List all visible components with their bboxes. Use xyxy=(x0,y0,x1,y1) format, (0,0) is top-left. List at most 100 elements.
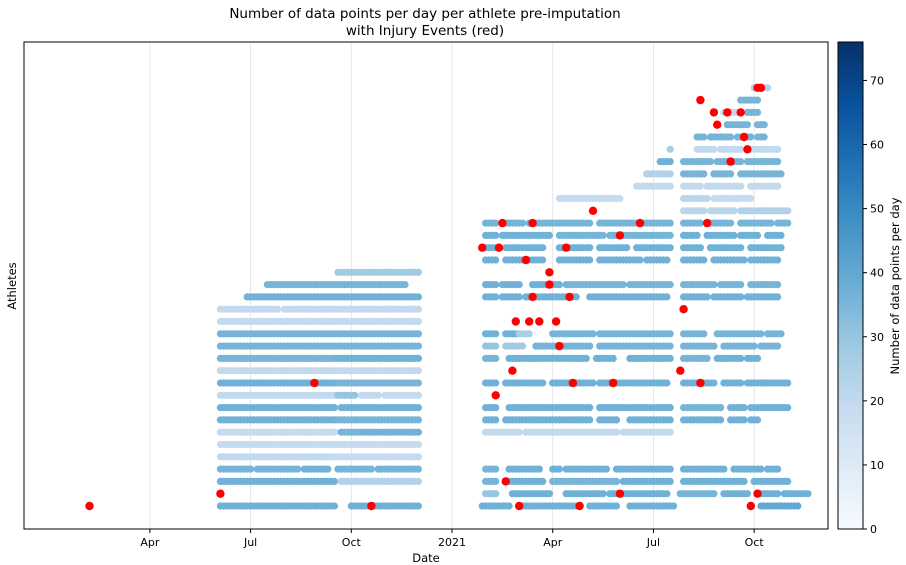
colorbar-label: Number of data points per day xyxy=(888,197,902,374)
data-point xyxy=(804,490,812,498)
data-point xyxy=(515,281,523,289)
data-point xyxy=(492,342,500,350)
data-point xyxy=(414,502,422,510)
x-tick-label: Jul xyxy=(646,536,660,549)
plot-frame xyxy=(23,41,829,530)
injury-event-point xyxy=(696,378,705,388)
colorbar-tick-label: 10 xyxy=(870,459,884,472)
data-point xyxy=(612,416,621,424)
data-point xyxy=(612,428,621,436)
data-point xyxy=(717,416,725,424)
injury-event-point xyxy=(575,501,584,511)
data-point xyxy=(666,219,674,227)
data-point xyxy=(545,490,554,498)
data-point xyxy=(737,354,745,362)
data-point xyxy=(414,416,422,424)
data-point xyxy=(784,207,792,215)
data-point xyxy=(750,342,758,350)
data-point xyxy=(730,207,738,215)
injury-event-point xyxy=(739,132,749,142)
athlete-row xyxy=(216,379,792,387)
data-point xyxy=(374,391,382,399)
data-point xyxy=(492,379,500,387)
data-point xyxy=(747,133,755,141)
data-point xyxy=(330,428,339,436)
data-point xyxy=(666,145,674,153)
athlete-row xyxy=(216,502,802,510)
data-point xyxy=(753,231,762,239)
data-points xyxy=(216,84,812,510)
data-point xyxy=(414,317,422,326)
data-point xyxy=(505,502,513,510)
athlete-row xyxy=(216,391,422,399)
injury-event-point xyxy=(635,218,645,228)
injury-event-point xyxy=(494,243,504,252)
injury-event-point xyxy=(216,489,225,498)
data-point xyxy=(414,293,422,301)
data-point xyxy=(582,354,590,362)
data-point xyxy=(666,465,674,473)
data-point xyxy=(535,465,543,473)
chart-subtitle: with Injury Events (red) xyxy=(346,23,504,39)
data-point xyxy=(666,354,674,362)
athlete-row xyxy=(666,145,782,153)
x-tick-label: Apr xyxy=(140,536,160,549)
data-point xyxy=(777,231,785,239)
data-point xyxy=(743,121,752,129)
data-point xyxy=(710,342,718,350)
injury-event-point xyxy=(713,120,722,129)
colorbar-tick-label: 60 xyxy=(870,139,884,152)
athlete-row xyxy=(216,465,782,473)
data-point xyxy=(515,428,523,436)
data-point xyxy=(760,133,768,141)
data-point xyxy=(757,330,765,338)
data-point xyxy=(774,256,782,264)
data-point xyxy=(586,342,594,350)
data-point xyxy=(414,330,422,338)
data-point xyxy=(760,121,768,129)
data-point xyxy=(784,477,792,485)
data-point xyxy=(367,465,375,473)
data-point xyxy=(774,281,782,289)
chart-title: Number of data points per day per athlet… xyxy=(229,6,620,22)
data-point xyxy=(740,477,748,485)
data-point xyxy=(666,342,674,350)
data-point xyxy=(670,502,678,510)
data-point xyxy=(589,330,597,338)
athlete-row xyxy=(216,428,674,436)
injury-event-point xyxy=(723,108,732,117)
data-point xyxy=(616,194,624,203)
data-point xyxy=(414,391,422,399)
data-point xyxy=(492,281,500,289)
injury-event-point xyxy=(753,83,762,93)
data-point xyxy=(700,170,708,178)
data-point xyxy=(784,404,792,412)
data-point xyxy=(492,293,500,301)
data-point xyxy=(294,465,302,473)
data-point xyxy=(663,256,671,264)
data-point xyxy=(330,477,339,485)
data-point xyxy=(777,330,785,338)
data-point xyxy=(663,293,671,301)
data-point xyxy=(777,170,785,178)
data-point xyxy=(619,281,627,289)
data-point xyxy=(774,158,782,166)
data-point xyxy=(700,330,708,338)
injury-event-point xyxy=(498,218,507,228)
data-point xyxy=(753,108,762,116)
data-point xyxy=(518,219,527,227)
data-point xyxy=(767,219,775,227)
data-point xyxy=(599,231,607,239)
data-point xyxy=(414,440,422,449)
injury-event-point xyxy=(753,489,762,498)
data-point xyxy=(696,244,705,252)
data-point xyxy=(602,465,611,473)
data-point xyxy=(636,256,644,264)
injury-event-point xyxy=(696,95,705,105)
data-point xyxy=(609,354,617,362)
injury-event-point xyxy=(709,108,719,117)
data-point xyxy=(492,256,500,264)
data-point xyxy=(753,96,762,104)
data-point xyxy=(737,182,745,190)
data-point xyxy=(753,416,762,424)
